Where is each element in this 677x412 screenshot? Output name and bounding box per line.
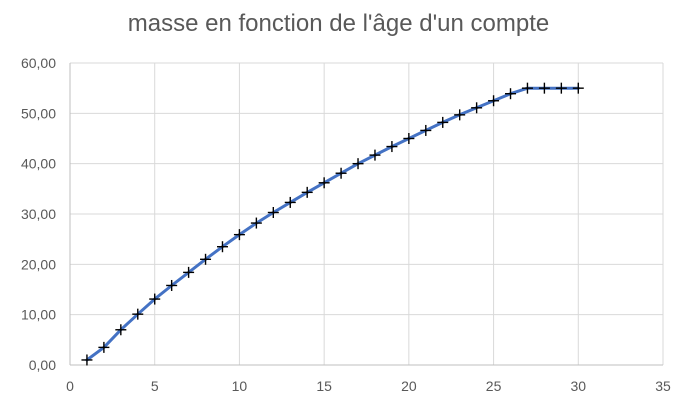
data-point <box>98 341 110 353</box>
x-tick-label: 30 <box>570 378 586 394</box>
series-line <box>85 86 580 362</box>
data-point <box>250 217 262 229</box>
x-tick-label: 25 <box>486 378 502 394</box>
y-axis-tick-labels: 0,00 10,00 20,00 30,00 40,00 50,00 60,00 <box>21 55 56 373</box>
data-point <box>437 116 449 128</box>
data-point <box>81 354 93 366</box>
data-point <box>284 196 296 208</box>
y-tick-label: 0,00 <box>29 357 56 373</box>
x-tick-label: 10 <box>232 378 248 394</box>
x-tick-label: 5 <box>151 378 159 394</box>
y-tick-label: 50,00 <box>21 105 56 121</box>
data-point <box>166 279 178 291</box>
x-axis-tick-labels: 0 5 10 15 20 25 30 35 <box>66 378 671 394</box>
axes <box>69 63 663 366</box>
data-point <box>149 293 161 305</box>
data-point <box>335 167 347 179</box>
data-point <box>369 149 381 161</box>
data-markers <box>81 82 584 366</box>
data-point <box>538 82 550 94</box>
data-series <box>85 86 580 362</box>
data-point <box>454 109 466 121</box>
data-point <box>505 88 517 100</box>
x-tick-label: 20 <box>401 378 417 394</box>
data-point <box>183 266 195 278</box>
data-point <box>352 158 364 170</box>
chart-title: masse en fonction de l'âge d'un compte <box>127 10 550 37</box>
data-point <box>267 206 279 218</box>
y-tick-label: 20,00 <box>21 256 56 272</box>
x-tick-label: 35 <box>655 378 671 394</box>
data-point <box>318 177 330 189</box>
data-point <box>555 82 567 94</box>
data-point <box>386 141 398 153</box>
data-point <box>132 308 144 320</box>
y-tick-label: 10,00 <box>21 307 56 323</box>
gridlines <box>70 62 664 365</box>
data-point <box>301 186 313 198</box>
data-point <box>233 229 245 241</box>
data-point <box>420 124 432 136</box>
data-point <box>403 133 415 144</box>
data-point <box>471 102 483 114</box>
data-point <box>572 82 584 94</box>
data-point <box>488 95 500 107</box>
data-point <box>115 324 127 336</box>
data-point <box>216 241 228 253</box>
data-point <box>200 253 212 265</box>
x-tick-label: 0 <box>66 378 74 394</box>
y-tick-label: 40,00 <box>21 156 56 172</box>
x-tick-label: 15 <box>316 378 332 394</box>
y-tick-label: 30,00 <box>21 206 56 222</box>
y-tick-label: 60,00 <box>21 55 56 71</box>
data-point <box>521 82 533 94</box>
